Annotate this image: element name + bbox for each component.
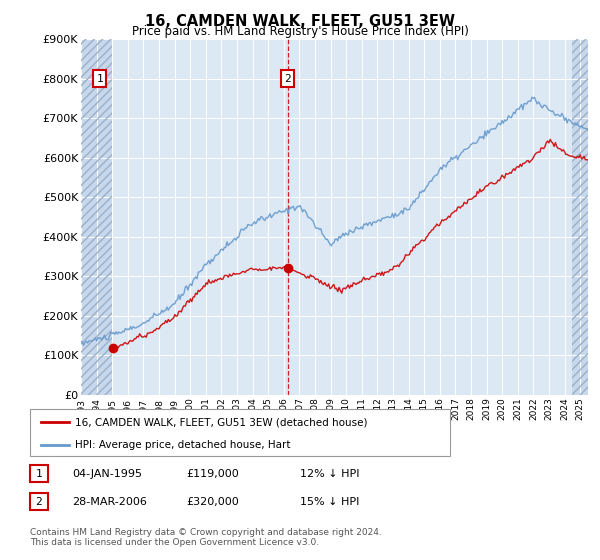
Text: 1: 1: [35, 469, 43, 479]
Text: 16, CAMDEN WALK, FLEET, GU51 3EW (detached house): 16, CAMDEN WALK, FLEET, GU51 3EW (detach…: [75, 417, 367, 427]
Text: 2: 2: [35, 497, 43, 507]
Text: 12% ↓ HPI: 12% ↓ HPI: [300, 469, 359, 479]
Text: £320,000: £320,000: [186, 497, 239, 507]
Text: 04-JAN-1995: 04-JAN-1995: [72, 469, 142, 479]
Text: 28-MAR-2006: 28-MAR-2006: [72, 497, 147, 507]
Text: £119,000: £119,000: [186, 469, 239, 479]
Text: 15% ↓ HPI: 15% ↓ HPI: [300, 497, 359, 507]
Text: Contains HM Land Registry data © Crown copyright and database right 2024.
This d: Contains HM Land Registry data © Crown c…: [30, 528, 382, 547]
Bar: [81, 39, 112, 395]
Text: HPI: Average price, detached house, Hart: HPI: Average price, detached house, Hart: [75, 440, 290, 450]
Text: 16, CAMDEN WALK, FLEET, GU51 3EW: 16, CAMDEN WALK, FLEET, GU51 3EW: [145, 14, 455, 29]
Text: 2: 2: [284, 74, 291, 83]
Text: Price paid vs. HM Land Registry's House Price Index (HPI): Price paid vs. HM Land Registry's House …: [131, 25, 469, 38]
Bar: [572, 39, 588, 395]
Text: 1: 1: [97, 74, 103, 83]
Bar: [81, 39, 112, 395]
Bar: [572, 39, 588, 395]
